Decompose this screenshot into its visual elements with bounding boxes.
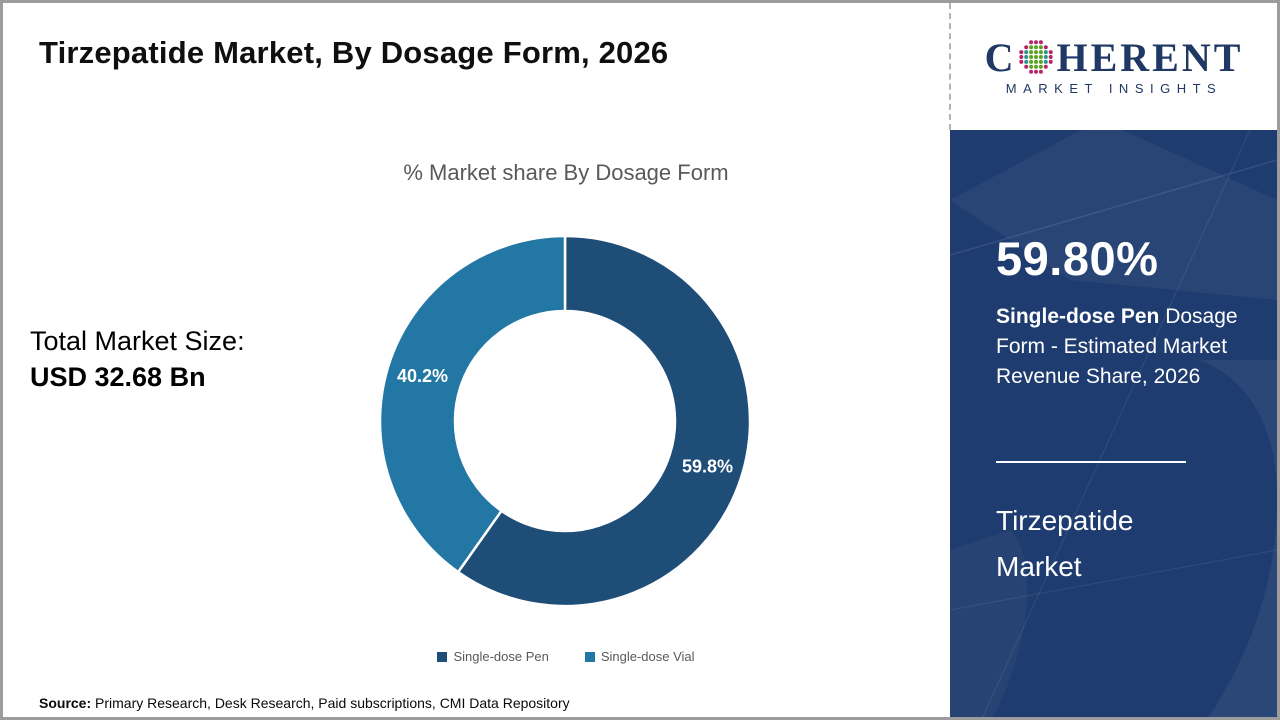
- chart-legend: Single-dose Pen Single-dose Vial: [333, 649, 799, 664]
- coherent-globe-icon: [1019, 39, 1054, 74]
- source-line: Source: Primary Research, Desk Research,…: [39, 695, 570, 711]
- total-market-size-value: USD 32.68 Bn: [30, 362, 206, 393]
- headline-stat-caption: Single-dose Pen Dosage Form - Estimated …: [996, 302, 1246, 392]
- donut-segment: [456, 234, 752, 608]
- source-label: Source:: [39, 695, 92, 711]
- total-market-size-block: Total Market Size: USD 32.68 Bn: [30, 323, 245, 396]
- donut-segment-label: 40.2%: [397, 366, 448, 386]
- legend-swatch-pen-icon: [437, 651, 448, 662]
- logo-subtitle: MARKET INSIGHTS: [1005, 80, 1223, 96]
- page-title: Tirzepatide Market, By Dosage Form, 2026: [39, 35, 669, 70]
- stat-caption-bold: Single-dose Pen: [996, 305, 1160, 328]
- legend-label: Single-dose Pen: [453, 649, 549, 664]
- donut-segment: [378, 234, 567, 574]
- legend-item-single-dose-pen: Single-dose Pen: [437, 649, 549, 664]
- total-market-size-label: Total Market Size:: [30, 326, 245, 356]
- donut-chart: 59.8% 40.2%: [378, 234, 752, 608]
- headline-stat-value: 59.80%: [996, 232, 1159, 285]
- highlight-sidebar: 59.80% Single-dose Pen Dosage Form - Est…: [950, 130, 1277, 717]
- logo-wordmark: C HERENT: [984, 34, 1244, 80]
- stat-caption-rest: Dosage Form - Estimated Market Revenue S…: [996, 305, 1238, 388]
- legend-item-single-dose-vial: Single-dose Vial: [584, 649, 695, 664]
- world-map-texture: [950, 130, 1277, 717]
- coherent-logo: C HERENT MARKET INSIGHTS: [949, 3, 1277, 130]
- legend-swatch-vial-icon: [584, 651, 595, 662]
- source-text: Primary Research, Desk Research, Paid su…: [91, 695, 570, 711]
- chart-title: % Market share By Dosage Form: [403, 160, 729, 185]
- logo-letter-c: C: [984, 34, 1017, 80]
- legend-label: Single-dose Vial: [600, 649, 695, 664]
- market-name: Tirzepatide Market: [996, 505, 1134, 582]
- sidebar-divider: [996, 461, 1186, 463]
- logo-word-rest: HERENT: [1056, 34, 1244, 80]
- donut-segment-label: 59.8%: [682, 457, 733, 477]
